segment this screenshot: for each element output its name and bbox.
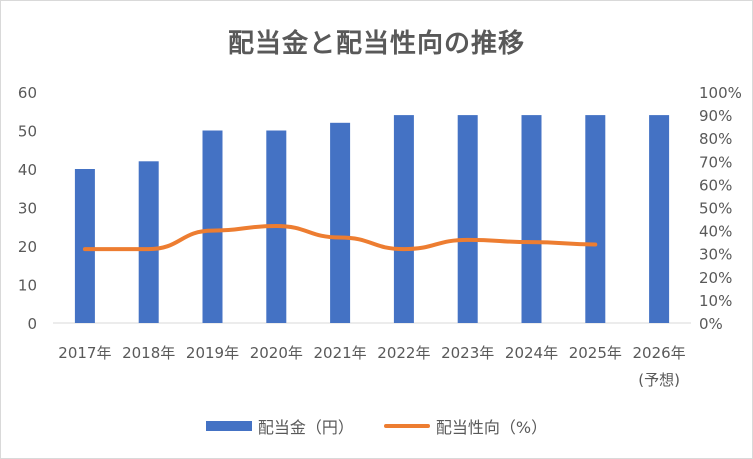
chart-title: 配当金と配当性向の推移 bbox=[227, 29, 525, 59]
y-right-tick-label: 80% bbox=[699, 130, 732, 148]
y-right-tick-label: 50% bbox=[699, 200, 732, 218]
dividend-bar bbox=[521, 115, 542, 323]
chart-plot: 0 10 20 30 40 50 60 0% 10% 20% 30% 40% 50% 60% 70% 80% 9… bbox=[18, 84, 742, 389]
x-tick-sublabel: (予想) bbox=[638, 371, 680, 389]
x-tick-label: 2023年 bbox=[441, 344, 494, 362]
x-tick-label: 2018年 bbox=[122, 344, 175, 362]
y-right-tick-label: 60% bbox=[699, 176, 732, 194]
chart-legend: 配当金（円） 配当性向（%） bbox=[1, 414, 752, 438]
y-right-tick-label: 70% bbox=[699, 153, 732, 171]
dividend-bar bbox=[457, 115, 478, 323]
legend-label-dividend: 配当金（円） bbox=[257, 418, 354, 437]
x-tick-label: 2019年 bbox=[186, 344, 239, 362]
y-left-tick-label: 0 bbox=[27, 315, 37, 333]
dividend-bar bbox=[202, 130, 223, 323]
y-right-tick-label: 100% bbox=[699, 84, 742, 102]
legend-label-payout: 配当性向（%） bbox=[435, 418, 548, 437]
y-right-tick-label: 20% bbox=[699, 269, 732, 287]
x-tick-label: 2021年 bbox=[314, 344, 367, 362]
y-left-tick-label: 30 bbox=[18, 200, 37, 218]
y-right-tick-label: 10% bbox=[699, 292, 732, 310]
dividend-bar bbox=[649, 115, 670, 323]
legend-item-dividend: 配当金（円） bbox=[205, 414, 354, 438]
x-tick-label: 2020年 bbox=[250, 344, 303, 362]
x-tick-label: 2017年 bbox=[58, 344, 111, 362]
legend-swatch-bar bbox=[205, 421, 252, 431]
dividend-bar bbox=[138, 161, 159, 323]
y-right-tick-label: 90% bbox=[699, 107, 732, 125]
x-tick-label: 2024年 bbox=[505, 344, 558, 362]
dividend-bar bbox=[393, 115, 414, 323]
y-left-tick-label: 10 bbox=[18, 277, 37, 295]
payout-ratio-line bbox=[82, 223, 598, 252]
dividend-bar bbox=[330, 122, 351, 323]
legend-item-payout: 配当性向（%） bbox=[383, 414, 548, 438]
y-left-tick-label: 20 bbox=[18, 238, 37, 256]
legend-swatch-line bbox=[383, 424, 430, 428]
x-tick-label: 2026年 bbox=[633, 344, 686, 362]
y-left-tick-label: 60 bbox=[18, 84, 37, 102]
dividend-bar bbox=[585, 115, 606, 323]
y-right-tick-label: 30% bbox=[699, 246, 732, 264]
x-tick-label: 2022年 bbox=[377, 344, 430, 362]
y-right-tick-label: 0% bbox=[699, 315, 723, 333]
y-left-tick-label: 40 bbox=[18, 161, 37, 179]
y-right-tick-label: 40% bbox=[699, 223, 732, 241]
x-tick-label: 2025年 bbox=[569, 344, 622, 362]
y-left-tick-label: 50 bbox=[18, 123, 37, 141]
dividend-bar bbox=[74, 169, 95, 323]
